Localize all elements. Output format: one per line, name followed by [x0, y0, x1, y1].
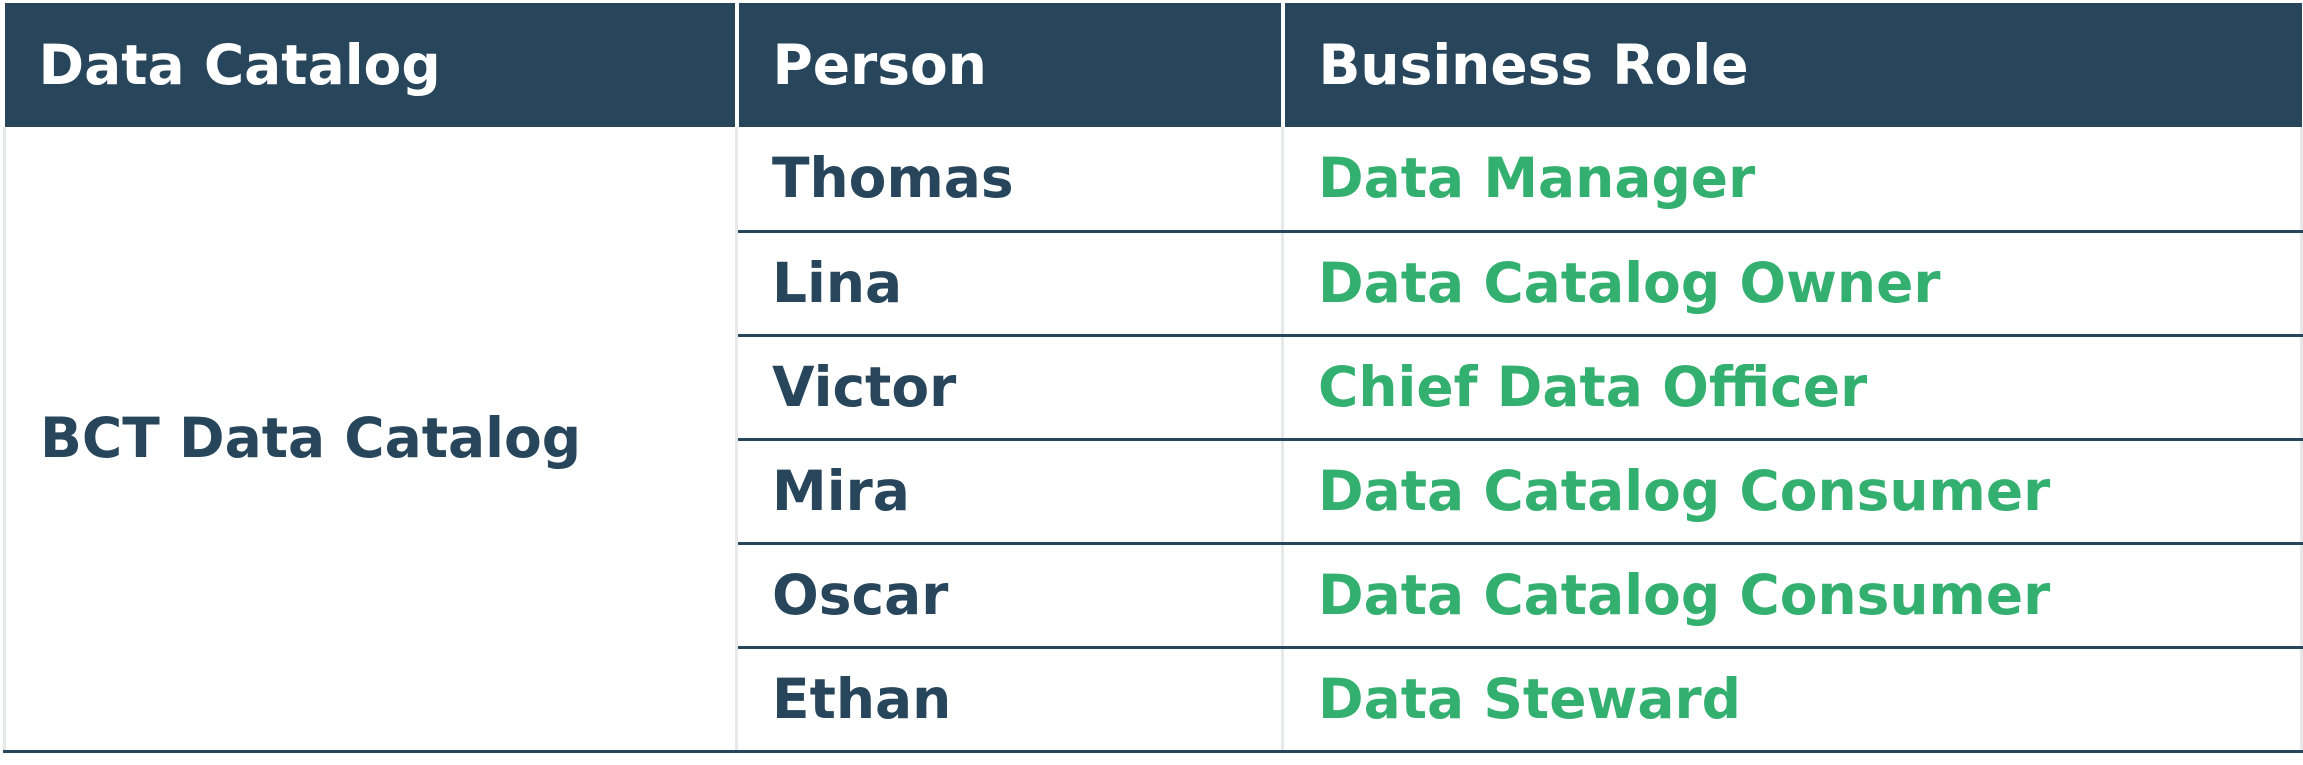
person-cell: Ethan	[736, 647, 1284, 753]
table-row: Oscar Data Catalog Consumer	[5, 543, 2303, 649]
table-row: BCT Data Catalog Thomas Data Manager	[3, 127, 2303, 753]
table-body: BCT Data Catalog Thomas Data Manager Lin…	[3, 127, 2303, 753]
person-cell: Oscar	[736, 543, 1284, 649]
header-business-role: Business Role	[1280, 3, 2302, 127]
header-data-catalog: Data Catalog	[4, 3, 737, 127]
business-role-cell: Data Catalog Consumer	[1282, 439, 2303, 545]
business-role-cell: Data Steward	[1282, 647, 2303, 753]
table-header: Data Catalog Person Business Role	[4, 3, 2302, 127]
table-row: Victor Chief Data Officer	[5, 335, 2303, 441]
business-role-table: Data Catalog Person Business Role BCT Da…	[3, 3, 2303, 753]
table-row: Ethan Data Steward	[5, 647, 2303, 753]
business-role-cell: Data Catalog Owner	[1282, 231, 2303, 337]
person-cell: Lina	[736, 231, 1284, 337]
header-person: Person	[734, 3, 1283, 127]
person-cell: Victor	[736, 335, 1284, 441]
person-cell: Mira	[736, 439, 1284, 545]
business-role-cell: Chief Data Officer	[1282, 335, 2303, 441]
catalog-name-cell: BCT Data Catalog	[3, 127, 738, 753]
business-role-cell: Data Manager	[1282, 127, 2303, 233]
table-row: Lina Data Catalog Owner	[5, 231, 2303, 337]
business-role-cell: Data Catalog Consumer	[1282, 543, 2303, 649]
person-cell: Thomas	[736, 127, 1284, 233]
header-row: Data Catalog Person Business Role	[4, 3, 2302, 127]
table-row: Mira Data Catalog Consumer	[5, 439, 2303, 545]
